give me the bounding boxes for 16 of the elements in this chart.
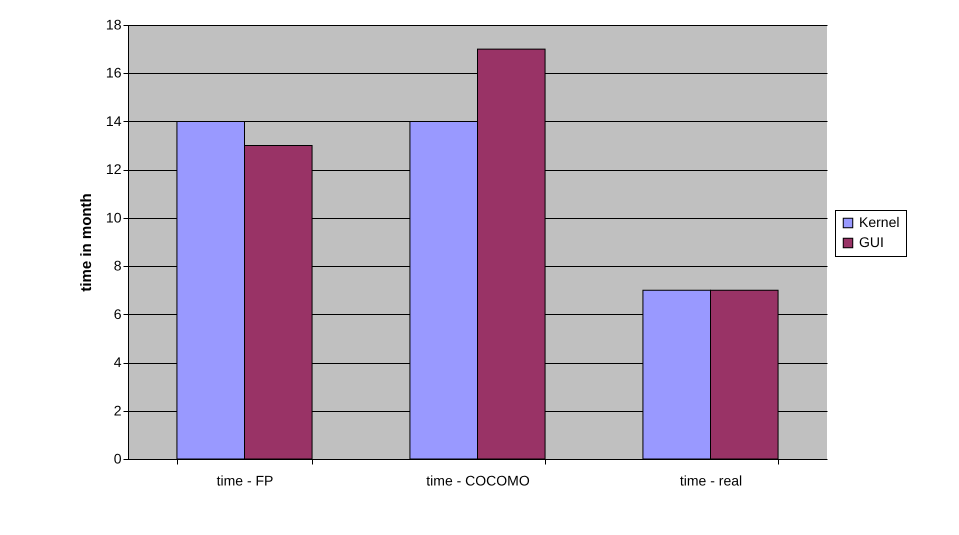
- y-tick-label: 0: [114, 450, 122, 466]
- legend-label: Kernel: [859, 214, 900, 230]
- x-tick-label: time - COCOMO: [426, 472, 530, 488]
- y-tick-label: 2: [114, 402, 122, 418]
- x-tick-label: time - real: [680, 472, 742, 488]
- y-axis-title: time in month: [78, 193, 95, 292]
- y-tick-label: 4: [114, 354, 122, 370]
- y-tick-label: 16: [106, 64, 122, 81]
- y-tick-label: 6: [114, 306, 122, 322]
- y-tick-label: 10: [106, 209, 122, 226]
- y-tick-label: 8: [114, 258, 122, 274]
- x-tick-label: time - FP: [216, 472, 274, 488]
- y-tick-label: 18: [106, 16, 122, 32]
- y-tick-label: 12: [106, 161, 122, 178]
- y-tick-label: 14: [106, 112, 122, 129]
- legend-label: GUI: [859, 234, 884, 250]
